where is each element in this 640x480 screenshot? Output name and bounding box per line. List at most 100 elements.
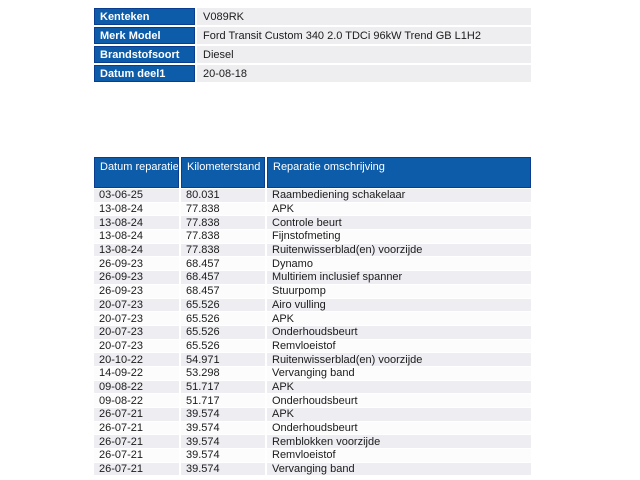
- cell-reparatie-omschrijving: APK: [267, 408, 531, 421]
- repair-row: 14-09-22 53.298 Vervanging band: [94, 366, 531, 380]
- cell-reparatie-omschrijving: Stuurpomp: [267, 284, 531, 298]
- repair-row: 26-09-23 68.457 Dynamo: [94, 257, 531, 271]
- repair-row: 20-07-23 65.526 Remvloeistof: [94, 339, 531, 353]
- cell-reparatie-omschrijving: Remvloeistof: [267, 449, 531, 462]
- cell-datum-reparatie: 20-07-23: [94, 298, 179, 312]
- cell-reparatie-omschrijving: APK: [267, 312, 531, 325]
- cell-kilometerstand: 65.526: [181, 298, 265, 312]
- repair-row: 13-08-24 77.838 Fijnstofmeting: [94, 230, 531, 243]
- cell-reparatie-omschrijving: Ruitenwisserblad(en) voorzijde: [267, 243, 531, 257]
- cell-reparatie-omschrijving: Vervanging band: [267, 462, 531, 476]
- vehicle-info-row: Datum deel1 20-08-18: [94, 65, 531, 82]
- cell-kilometerstand: 65.526: [181, 325, 265, 339]
- vehicle-info-label: Brandstofsoort: [94, 46, 195, 63]
- cell-kilometerstand: 65.526: [181, 312, 265, 325]
- cell-datum-reparatie: 20-07-23: [94, 312, 179, 325]
- cell-kilometerstand: 51.717: [181, 380, 265, 394]
- vehicle-info-label: Datum deel1: [94, 65, 195, 82]
- cell-kilometerstand: 39.574: [181, 421, 265, 435]
- cell-datum-reparatie: 20-07-23: [94, 325, 179, 339]
- cell-reparatie-omschrijving: Airo vulling: [267, 298, 531, 312]
- repair-row: 26-09-23 68.457 Stuurpomp: [94, 284, 531, 298]
- cell-datum-reparatie: 26-07-21: [94, 408, 179, 421]
- cell-datum-reparatie: 14-09-22: [94, 366, 179, 380]
- vehicle-info-value: 20-08-18: [197, 65, 531, 82]
- cell-kilometerstand: 68.457: [181, 271, 265, 284]
- cell-datum-reparatie: 03-06-25: [94, 189, 179, 202]
- cell-datum-reparatie: 26-09-23: [94, 284, 179, 298]
- vehicle-info-row: Merk Model Ford Transit Custom 340 2.0 TD…: [94, 27, 531, 44]
- cell-datum-reparatie: 13-08-24: [94, 216, 179, 230]
- cell-datum-reparatie: 20-07-23: [94, 339, 179, 353]
- cell-kilometerstand: 54.971: [181, 353, 265, 366]
- repair-row: 20-10-22 54.971 Ruitenwisserblad(en) voorz…: [94, 353, 531, 366]
- cell-reparatie-omschrijving: APK: [267, 202, 531, 216]
- cell-kilometerstand: 68.457: [181, 257, 265, 271]
- repair-row: 26-07-21 39.574 APK: [94, 408, 531, 421]
- cell-datum-reparatie: 09-08-22: [94, 394, 179, 407]
- cell-datum-reparatie: 20-10-22: [94, 353, 179, 366]
- cell-reparatie-omschrijving: Multiriem inclusief spanner: [267, 271, 531, 284]
- cell-datum-reparatie: 26-07-21: [94, 421, 179, 435]
- cell-kilometerstand: 39.574: [181, 408, 265, 421]
- repair-row: 20-07-23 65.526 APK: [94, 312, 531, 325]
- cell-reparatie-omschrijving: Onderhoudsbeurt: [267, 394, 531, 407]
- cell-kilometerstand: 65.526: [181, 339, 265, 353]
- cell-datum-reparatie: 13-08-24: [94, 202, 179, 216]
- cell-reparatie-omschrijving: Remblokken voorzijde: [267, 435, 531, 449]
- vehicle-info-value: V089RK: [197, 8, 531, 25]
- cell-kilometerstand: 68.457: [181, 284, 265, 298]
- cell-datum-reparatie: 13-08-24: [94, 243, 179, 257]
- cell-datum-reparatie: 26-07-21: [94, 462, 179, 476]
- cell-kilometerstand: 77.838: [181, 243, 265, 257]
- cell-reparatie-omschrijving: Remvloeistof: [267, 339, 531, 353]
- repair-history-body: 03-06-25 80.031 Raambediening schakelaar 13…: [94, 189, 531, 476]
- cell-reparatie-omschrijving: Raambediening schakelaar: [267, 189, 531, 202]
- repair-history-table: Datum reparatie Kilometerstand Reparatie…: [92, 156, 533, 476]
- cell-kilometerstand: 53.298: [181, 366, 265, 380]
- repair-header-row: Datum reparatie Kilometerstand Reparatie…: [94, 157, 531, 188]
- cell-reparatie-omschrijving: Controle beurt: [267, 216, 531, 230]
- repair-row: 13-08-24 77.838 Ruitenwisserblad(en) voorz…: [94, 243, 531, 257]
- cell-kilometerstand: 77.838: [181, 202, 265, 216]
- cell-reparatie-omschrijving: Dynamo: [267, 257, 531, 271]
- repair-row: 09-08-22 51.717 Onderhoudsbeurt: [94, 394, 531, 407]
- cell-kilometerstand: 80.031: [181, 189, 265, 202]
- cell-kilometerstand: 77.838: [181, 216, 265, 230]
- repair-row: 03-06-25 80.031 Raambediening schakelaar: [94, 189, 531, 202]
- repair-row: 13-08-24 77.838 Controle beurt: [94, 216, 531, 230]
- cell-datum-reparatie: 26-07-21: [94, 449, 179, 462]
- repair-row: 20-07-23 65.526 Onderhoudsbeurt: [94, 325, 531, 339]
- vehicle-info-value: Ford Transit Custom 340 2.0 TDCi 96kW Tr…: [197, 27, 531, 44]
- vehicle-info-table: Kenteken V089RK Merk Model Ford Transit Cus…: [92, 6, 533, 84]
- vehicle-info-row: Brandstofsoort Diesel: [94, 46, 531, 63]
- cell-reparatie-omschrijving: APK: [267, 380, 531, 394]
- cell-kilometerstand: 39.574: [181, 462, 265, 476]
- cell-kilometerstand: 51.717: [181, 394, 265, 407]
- cell-reparatie-omschrijving: Vervanging band: [267, 366, 531, 380]
- column-header-kilometerstand: Kilometerstand: [181, 157, 265, 188]
- repair-row: 26-07-21 39.574 Remblokken voorzijde: [94, 435, 531, 449]
- cell-reparatie-omschrijving: Fijnstofmeting: [267, 230, 531, 243]
- cell-reparatie-omschrijving: Onderhoudsbeurt: [267, 421, 531, 435]
- column-header-reparatie-omschrijving: Reparatie omschrijving: [267, 157, 531, 188]
- cell-datum-reparatie: 26-07-21: [94, 435, 179, 449]
- cell-datum-reparatie: 26-09-23: [94, 271, 179, 284]
- cell-datum-reparatie: 26-09-23: [94, 257, 179, 271]
- cell-reparatie-omschrijving: Ruitenwisserblad(en) voorzijde: [267, 353, 531, 366]
- cell-datum-reparatie: 09-08-22: [94, 380, 179, 394]
- repair-row: 26-09-23 68.457 Multiriem inclusief spanne…: [94, 271, 531, 284]
- vehicle-info-body: Kenteken V089RK Merk Model Ford Transit Cus…: [94, 8, 531, 82]
- cell-reparatie-omschrijving: Onderhoudsbeurt: [267, 325, 531, 339]
- repair-row: 09-08-22 51.717 APK: [94, 380, 531, 394]
- cell-kilometerstand: 39.574: [181, 449, 265, 462]
- repair-row: 26-07-21 39.574 Onderhoudsbeurt: [94, 421, 531, 435]
- vehicle-info-value: Diesel: [197, 46, 531, 63]
- repair-row: 13-08-24 77.838 APK: [94, 202, 531, 216]
- repair-row: 20-07-23 65.526 Airo vulling: [94, 298, 531, 312]
- cell-kilometerstand: 39.574: [181, 435, 265, 449]
- repair-row: 26-07-21 39.574 Remvloeistof: [94, 449, 531, 462]
- vehicle-info-label: Kenteken: [94, 8, 195, 25]
- repair-row: 26-07-21 39.574 Vervanging band: [94, 462, 531, 476]
- vehicle-info-row: Kenteken V089RK: [94, 8, 531, 25]
